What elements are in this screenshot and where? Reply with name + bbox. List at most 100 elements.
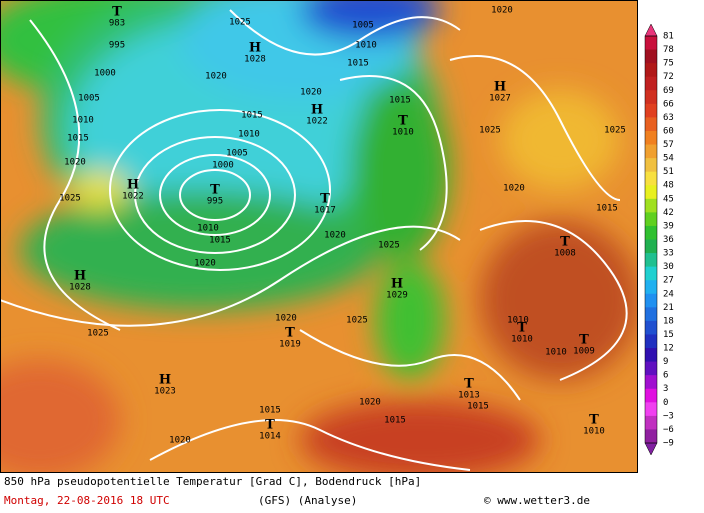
- colorbar-label: 51: [663, 167, 674, 177]
- colorbar-label: 0: [663, 398, 668, 408]
- pressure-symbol: T: [464, 377, 474, 392]
- isobar-label: 1025: [378, 241, 400, 251]
- colorbar: 8178757269666360575451484542393633302724…: [644, 23, 674, 456]
- isobar-label: 1010: [507, 316, 529, 326]
- pressure-value: 1029: [386, 291, 408, 301]
- colorbar-segment: [645, 49, 657, 64]
- pressure-value: 1022: [306, 117, 328, 127]
- colorbar-label: 39: [663, 221, 674, 231]
- pressure-value: 1008: [554, 249, 576, 259]
- colorbar-segment: [645, 144, 657, 159]
- isobar-label: 1015: [596, 204, 618, 214]
- pressure-symbol: T: [112, 5, 122, 20]
- colorbar-label: 15: [663, 330, 674, 340]
- isobar-label: 1015: [347, 59, 369, 69]
- colorbar-label: 6: [663, 371, 668, 381]
- isobar-label: 1020: [324, 231, 346, 241]
- date: Montag, 22-08-2016 18 UTC: [4, 494, 170, 507]
- colorbar-label: 12: [663, 344, 674, 354]
- isobar-label: 1015: [384, 416, 406, 426]
- colorbar-label: 48: [663, 181, 674, 191]
- isobar-label: 1015: [209, 236, 231, 246]
- colorbar-label: 63: [663, 113, 674, 123]
- isobar-label: 1010: [72, 116, 94, 126]
- colorbar-label: 45: [663, 194, 674, 204]
- colorbar-label: 81: [663, 32, 674, 42]
- pressure-value: 1014: [259, 432, 281, 442]
- colorbar-segment: [645, 307, 657, 322]
- colorbar-segment: [645, 76, 657, 91]
- isobar-label: 1005: [78, 94, 100, 104]
- isobar-label: 1010: [545, 348, 567, 358]
- pressure-value: 1028: [244, 55, 266, 65]
- pressure-symbol: T: [517, 321, 527, 336]
- colorbar-segment: [645, 402, 657, 417]
- colorbar-segment: [645, 388, 657, 403]
- colorbar-label: 75: [663, 59, 674, 69]
- colorbar-bottom: [644, 442, 658, 456]
- pressure-value: 1028: [69, 283, 91, 293]
- isobar-label: 1020: [205, 72, 227, 82]
- isobar-label: 1020: [359, 398, 381, 408]
- colorbar-segment: [645, 63, 657, 78]
- pressure-value: 1009: [573, 347, 595, 357]
- colorbar-segment: [645, 348, 657, 363]
- isobar-label: 1015: [389, 96, 411, 106]
- colorbar-segment: [645, 225, 657, 240]
- colorbar-label: 33: [663, 249, 674, 259]
- colorbar-segment: [645, 36, 657, 51]
- colorbar-label: 54: [663, 154, 674, 164]
- colorbar-segment: [645, 198, 657, 213]
- colorbar-label: 30: [663, 262, 674, 272]
- colorbar-label: 3: [663, 384, 668, 394]
- colorbar-label: 36: [663, 235, 674, 245]
- isobar-label: 995: [109, 41, 125, 51]
- colorbar-top: [644, 23, 658, 37]
- isobar-label: 1025: [229, 18, 251, 28]
- pressure-value: 1010: [583, 427, 605, 437]
- colorbar-label: 42: [663, 208, 674, 218]
- colorbar-label: 57: [663, 140, 674, 150]
- colorbar-segment: [645, 212, 657, 227]
- colorbar-segment: [645, 266, 657, 281]
- pressure-symbol: T: [265, 418, 275, 433]
- pressure-symbol: T: [320, 192, 330, 207]
- pressure-symbol: H: [74, 269, 86, 284]
- colorbar-segment: [645, 103, 657, 118]
- isobar-label: 1015: [467, 402, 489, 412]
- pressure-symbol: H: [159, 373, 171, 388]
- colorbar-label: 24: [663, 289, 674, 299]
- colorbar-segment: [645, 117, 657, 132]
- pressure-value: 995: [207, 197, 223, 207]
- pressure-value: 1010: [392, 128, 414, 138]
- isobar-label: 1020: [64, 158, 86, 168]
- colorbar-segment: [645, 171, 657, 186]
- isobar-label: 1010: [355, 41, 377, 51]
- colorbar-segment: [645, 239, 657, 254]
- isobar-label: 1015: [241, 111, 263, 121]
- model: (GFS) (Analyse): [258, 494, 357, 507]
- pressure-value: 1027: [489, 94, 511, 104]
- pressure-symbol: H: [494, 80, 506, 95]
- colorbar-segment: [645, 158, 657, 173]
- isobar-label: 1000: [94, 69, 116, 79]
- colorbar-label: 78: [663, 45, 674, 55]
- pressure-value: 1023: [154, 387, 176, 397]
- pressure-value: 983: [109, 19, 125, 29]
- pressure-value: 1017: [314, 206, 336, 216]
- isobar-label: 1015: [67, 134, 89, 144]
- pressure-symbol: H: [311, 103, 323, 118]
- colorbar-segment: [645, 334, 657, 349]
- colorbar-segment: [645, 429, 657, 444]
- pressure-symbol: T: [210, 183, 220, 198]
- pressure-symbol: T: [398, 114, 408, 129]
- colorbar-segment: [645, 293, 657, 308]
- isobar-label: 1020: [300, 88, 322, 98]
- caption: 850 hPa pseudopotentielle Temperatur [Gr…: [4, 475, 421, 488]
- colorbar-segment: [645, 130, 657, 146]
- pressure-symbol: T: [560, 235, 570, 250]
- colorbar-label: 27: [663, 276, 674, 286]
- isobar-label: 1020: [169, 436, 191, 446]
